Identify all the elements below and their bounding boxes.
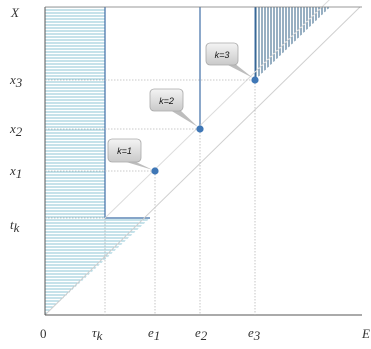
dark-hatched-region bbox=[255, 7, 330, 80]
origin-label: 0 bbox=[40, 326, 47, 341]
callout-label-k3: k=3 bbox=[215, 50, 230, 60]
point-k3 bbox=[251, 76, 259, 84]
point-k2 bbox=[196, 125, 204, 133]
x-tick-e2: e2 bbox=[195, 325, 208, 343]
main-diagonal bbox=[44, 6, 361, 316]
callout-box-k3 bbox=[205, 42, 239, 66]
point-k1 bbox=[151, 167, 159, 175]
callout-label-k2: k=2 bbox=[159, 96, 174, 106]
callout-box-k1 bbox=[107, 138, 142, 163]
y-tick-tk: tk bbox=[10, 217, 20, 235]
y-tick-x1: x1 bbox=[9, 163, 22, 181]
x-tick-e1: e1 bbox=[148, 325, 160, 343]
y-tick-x3: x3 bbox=[9, 72, 23, 90]
x-axis-label: E bbox=[361, 326, 370, 341]
callout-pointer-2 bbox=[170, 110, 198, 127]
inner-diagonal bbox=[104, 0, 330, 219]
callout-pointer-1 bbox=[126, 162, 153, 170]
x-tick-e3: e3 bbox=[248, 325, 261, 343]
callout-label-k1: k=1 bbox=[117, 146, 132, 156]
y-axis-label: X bbox=[10, 5, 20, 20]
callout-box-k2 bbox=[149, 88, 184, 112]
y-tick-x2: x2 bbox=[9, 121, 23, 139]
guide-lines bbox=[45, 79, 256, 315]
x-tick-tau-k: τk bbox=[92, 325, 103, 343]
callout-pointer-3 bbox=[224, 63, 253, 78]
